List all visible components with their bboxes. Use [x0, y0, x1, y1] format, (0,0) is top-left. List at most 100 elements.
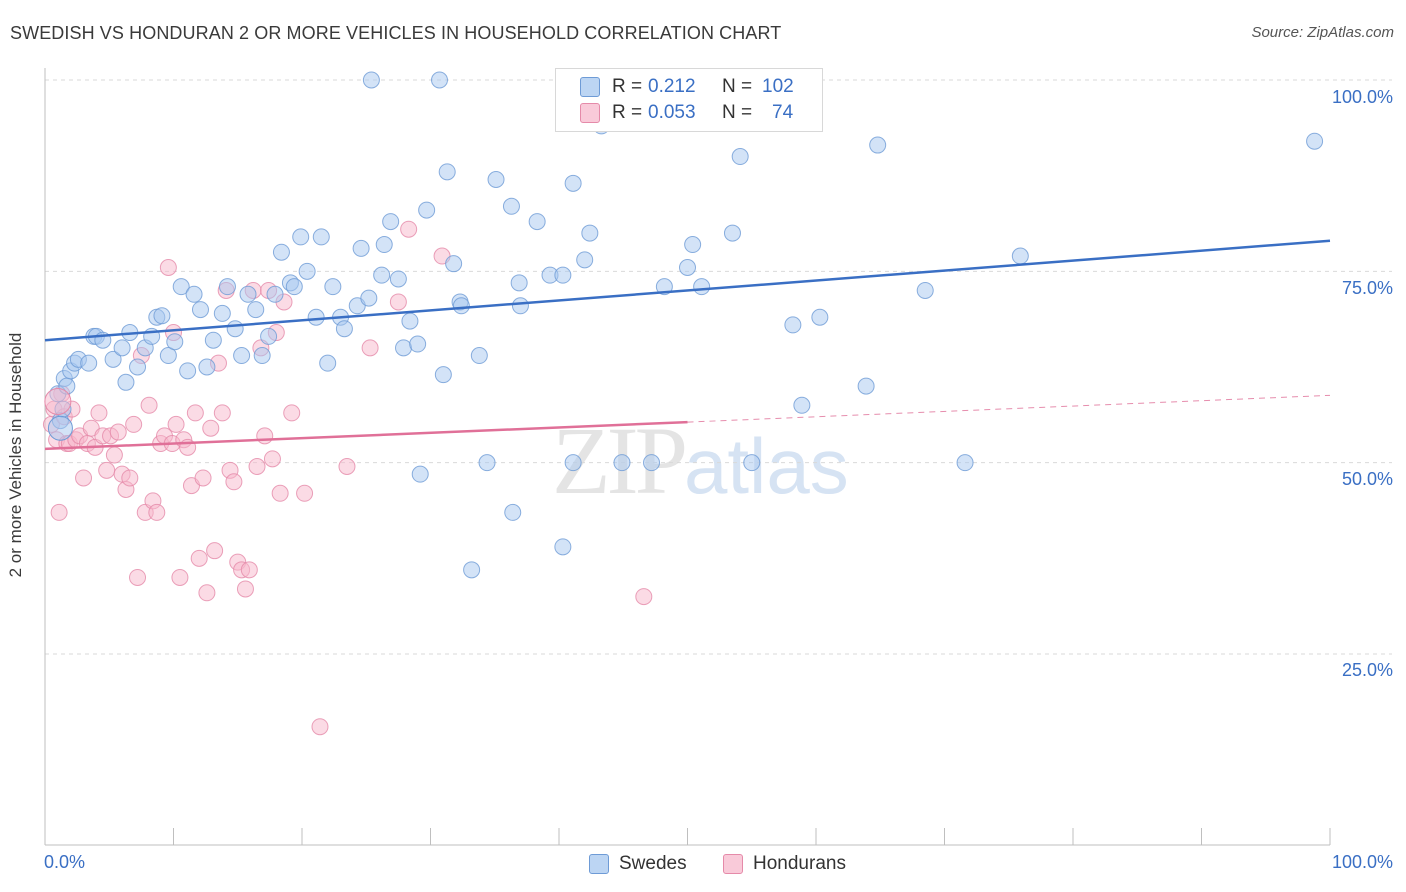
swedish-point — [362, 71, 380, 89]
swedish-point — [411, 465, 429, 483]
honduran-point — [98, 461, 116, 479]
swedish-point — [239, 285, 257, 303]
swedish-point — [576, 251, 594, 269]
swedish-point — [307, 308, 325, 326]
swedish-point — [260, 327, 278, 345]
swedish-point — [510, 274, 528, 292]
honduran-point — [248, 457, 266, 475]
honduran-point — [105, 446, 123, 464]
swedish-point — [47, 415, 73, 441]
swedish-point — [679, 259, 696, 277]
honduran-point — [198, 584, 216, 602]
swedish-point — [693, 278, 711, 296]
swedish-point — [511, 297, 529, 315]
honduran-point — [90, 404, 108, 422]
swedish-point — [382, 213, 400, 231]
honduran-point — [338, 457, 356, 475]
swedish-point — [401, 312, 419, 330]
n-value: 102 — [762, 76, 794, 97]
swedish-point — [430, 71, 448, 89]
honduran-point — [263, 450, 281, 468]
honduran-point — [389, 293, 407, 311]
swedish-point — [564, 454, 582, 472]
swedish-point — [213, 304, 231, 322]
swedish-point — [445, 255, 463, 273]
r-label: R = — [612, 102, 643, 123]
swedish-point — [179, 362, 197, 380]
x-max-label: 100.0% — [1331, 852, 1393, 872]
swedish-point — [504, 503, 522, 521]
swedish-point — [1306, 132, 1324, 150]
honduran-point — [44, 387, 72, 415]
y-axis-label: 2 or more Vehicles in Household — [6, 332, 25, 578]
swedish-point — [292, 228, 310, 246]
r-value: 0.212 — [648, 76, 696, 97]
honduran-point — [213, 404, 231, 422]
swedish-point — [218, 278, 236, 296]
legend-item-swedes[interactable]: Swedes — [589, 852, 687, 876]
x-min-label: 0.0% — [44, 852, 86, 872]
watermark-atlas: atlas — [684, 422, 849, 510]
n-value: 74 — [772, 102, 794, 123]
source-note: Source: ZipAtlas.com — [1251, 24, 1394, 41]
swedish-point — [312, 228, 330, 246]
honduran-point — [148, 503, 166, 521]
swedish-point — [784, 316, 802, 334]
swedish-point — [285, 278, 303, 296]
swedish-point — [731, 148, 749, 166]
swedish-point — [319, 354, 337, 372]
swedes-swatch — [589, 854, 609, 874]
hondurans-trend-line — [44, 420, 688, 451]
swedish-point — [153, 307, 171, 325]
honduran-point — [236, 580, 254, 598]
honduran-point — [271, 484, 289, 502]
hondurans-swatch — [723, 854, 743, 874]
swedish-point — [869, 136, 887, 154]
swedish-point — [117, 373, 135, 391]
swedish-point — [389, 270, 407, 288]
honduran-point — [400, 220, 418, 238]
swedish-point — [395, 339, 413, 357]
swedish-point — [643, 454, 661, 472]
honduran-point — [361, 339, 379, 357]
honduran-point — [171, 568, 189, 586]
y-tick-label: 50.0% — [1341, 469, 1393, 489]
swedish-point — [554, 538, 572, 556]
swedish-point — [684, 236, 702, 254]
swedish-point — [335, 320, 353, 338]
swedish-point — [373, 266, 391, 284]
swedish-point — [226, 320, 244, 338]
swedish-point — [113, 339, 131, 357]
swedish-point — [581, 224, 599, 242]
swedish-point — [298, 262, 316, 280]
swedish-point — [247, 301, 265, 319]
y-tick-label: 25.0% — [1341, 660, 1393, 680]
legend-row-swedes: R = 0.212 N = 102 — [580, 75, 794, 99]
swedish-point — [743, 454, 761, 472]
swedish-point — [564, 174, 582, 192]
honduran-point — [129, 568, 147, 586]
swedish-point — [233, 347, 251, 365]
n-label: N = — [722, 102, 753, 123]
swedish-point — [191, 301, 209, 319]
honduran-point — [311, 718, 329, 736]
honduran-point — [190, 549, 208, 567]
swedish-point — [528, 213, 546, 231]
honduran-point — [140, 396, 158, 414]
honduran-point — [194, 469, 212, 487]
correlation-legend: R = 0.212 N = 102 R = 0.053 N = 74 — [555, 68, 823, 132]
legend-label-swedes: Swedes — [619, 853, 687, 874]
swedish-point — [463, 561, 481, 579]
r-value: 0.053 — [648, 102, 696, 123]
swedish-point — [80, 354, 98, 372]
swedish-point — [409, 335, 427, 353]
honduran-point — [121, 469, 139, 487]
legend-item-hondurans[interactable]: Hondurans — [723, 852, 846, 876]
swedish-point — [470, 347, 488, 365]
swedish-point — [266, 285, 284, 303]
y-tick-label: 100.0% — [1331, 87, 1393, 107]
swedish-point — [434, 366, 452, 384]
swedish-point — [554, 266, 572, 284]
swedish-point — [185, 285, 203, 303]
swedish-point — [204, 331, 222, 349]
